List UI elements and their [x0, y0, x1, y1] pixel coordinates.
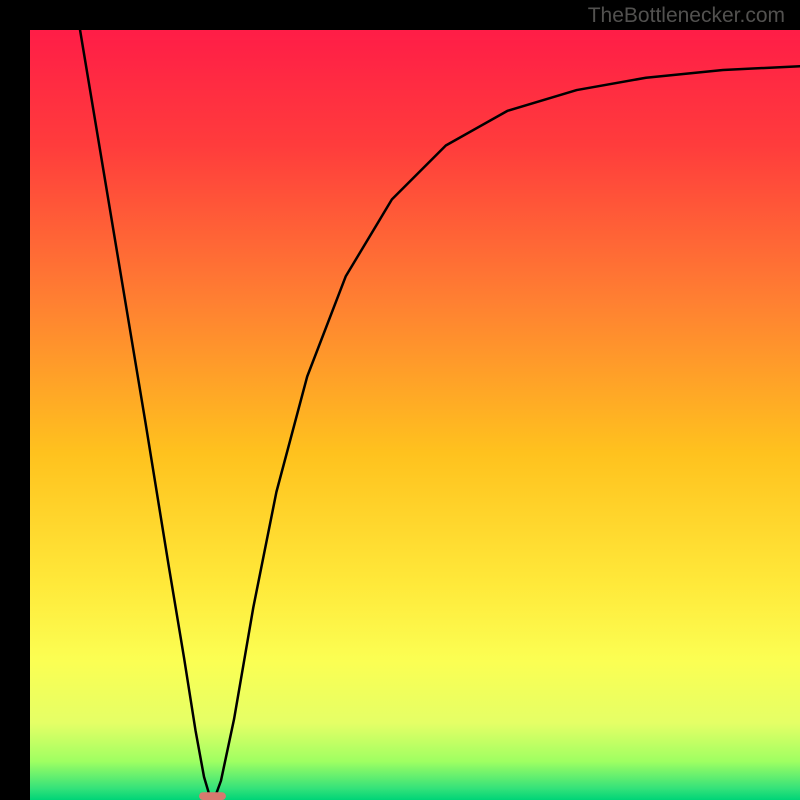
- minimum-marker: [199, 792, 226, 800]
- plot-gradient-background: [30, 30, 800, 800]
- bottleneck-chart: [0, 0, 800, 800]
- chart-frame: TheBottlenecker.com: [0, 0, 800, 800]
- watermark-text: TheBottlenecker.com: [588, 4, 785, 28]
